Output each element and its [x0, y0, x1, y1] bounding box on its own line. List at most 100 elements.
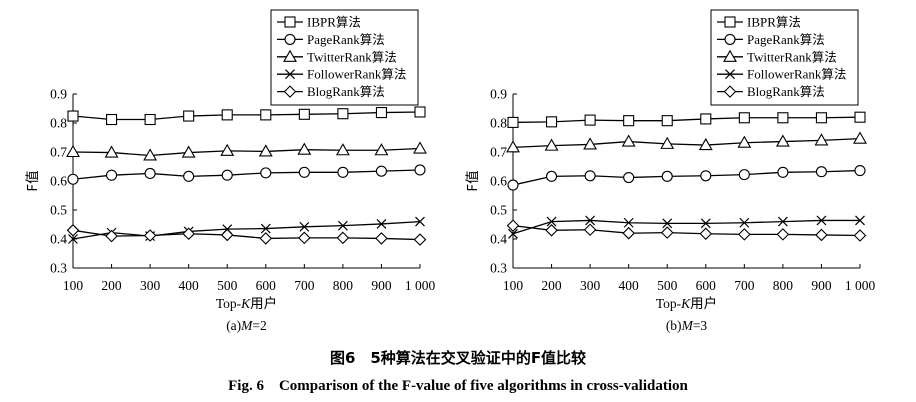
- series-line: [512, 138, 861, 149]
- data-point-triangle: [814, 133, 829, 146]
- legend-entry: PageRank算法: [717, 32, 825, 47]
- legend-label: IBPR算法: [747, 15, 801, 30]
- data-point-square: [507, 116, 519, 128]
- series-circle: [507, 165, 866, 191]
- data-point-triangle: [698, 137, 713, 151]
- data-point-circle: [777, 166, 789, 178]
- y-axis-label: F值: [465, 170, 481, 191]
- y-tick-label: 0.7: [50, 145, 67, 160]
- series-line: [72, 111, 421, 121]
- series-line: [512, 219, 860, 235]
- data-point-square: [777, 112, 789, 124]
- legend-entry: IBPR算法: [717, 15, 801, 30]
- legend-marker-diamond: [283, 85, 297, 98]
- data-point-x-stroke: [337, 220, 348, 231]
- x-tick-label: 300: [580, 278, 601, 293]
- data-point-circle: [815, 166, 827, 178]
- data-point-triangle: [335, 143, 350, 156]
- data-point-diamond: [298, 231, 311, 245]
- series-line: [72, 169, 421, 180]
- figure-caption-english: Fig. 6 Comparison of the F-value of five…: [228, 378, 688, 394]
- legend-label: TwitterRank算法: [747, 49, 837, 64]
- legend-label: PageRank算法: [747, 32, 825, 47]
- panel-label: (a)M=2: [226, 318, 267, 333]
- data-point-circle: [546, 170, 558, 182]
- x-tick-label: 900: [371, 278, 392, 293]
- data-point-x: [68, 234, 78, 244]
- data-point-diamond: [259, 232, 273, 245]
- data-point-circle: [375, 165, 387, 177]
- data-point-x-stroke: [700, 218, 711, 229]
- data-point-circle: [700, 170, 712, 182]
- x-tick-label: 200: [541, 278, 562, 293]
- legend-entry: FollowerRank算法: [717, 67, 846, 82]
- x-tick-label: 600: [256, 278, 277, 293]
- x-tick-label: 500: [657, 278, 678, 293]
- figure-caption-chinese: 图6 5种算法在交叉验证中的F值比较: [329, 349, 587, 367]
- data-point-circle: [623, 171, 635, 184]
- data-point-circle: [584, 170, 596, 182]
- data-point-diamond: [143, 229, 157, 242]
- data-point-x-stroke: [777, 216, 788, 227]
- data-point-diamond: [622, 226, 635, 240]
- legend-entry: PageRank算法: [277, 32, 385, 47]
- y-tick-label: 0.5: [490, 203, 507, 218]
- data-point-square: [375, 107, 387, 119]
- data-point-x-stroke: [415, 216, 425, 227]
- legend-label: BlogRank算法: [747, 84, 825, 99]
- data-point-circle: [183, 170, 195, 182]
- data-point-x: [662, 218, 673, 229]
- data-point-triangle: [583, 137, 598, 150]
- data-point-diamond: [738, 228, 751, 241]
- data-point-x-stroke: [68, 234, 78, 244]
- legend-label: FollowerRank算法: [307, 67, 406, 82]
- data-point-square: [623, 115, 635, 127]
- data-point-square: [854, 111, 866, 123]
- data-point-circle: [738, 169, 750, 181]
- legend-marker-diamond: [723, 85, 737, 98]
- series-line: [512, 169, 861, 186]
- legend-marker-triangle: [283, 49, 297, 62]
- y-tick-label: 0.9: [50, 87, 67, 102]
- data-point-x: [337, 220, 348, 231]
- data-point-diamond: [815, 228, 828, 242]
- data-point-square: [337, 108, 349, 120]
- data-point-x: [623, 217, 634, 228]
- series-square: [67, 106, 426, 126]
- series-line: [512, 116, 861, 124]
- data-point-square: [738, 112, 750, 124]
- series-triangle: [66, 141, 427, 161]
- data-point-circle: [507, 179, 519, 191]
- data-point-triangle: [544, 138, 559, 151]
- data-point-diamond: [506, 219, 520, 232]
- data-point-diamond: [182, 227, 195, 241]
- y-tick-label: 0.6: [490, 174, 507, 189]
- y-tick-label: 0.8: [50, 116, 67, 131]
- legend: IBPR算法 PageRank算法 TwitterRank算法 FollowerRan…: [710, 9, 859, 106]
- legend-entry: IBPR算法: [277, 15, 361, 30]
- legend-marker-square: [284, 16, 296, 28]
- data-point-x-stroke: [546, 216, 557, 227]
- x-tick-label: 600: [696, 278, 717, 293]
- data-point-x-stroke: [299, 221, 310, 232]
- x-tick-label: 400: [619, 278, 640, 293]
- data-point-x: [260, 223, 271, 234]
- series-line: [72, 147, 421, 157]
- y-tick-label: 0.7: [490, 145, 507, 160]
- legend-marker-square: [724, 16, 736, 28]
- data-point-diamond: [545, 224, 558, 237]
- data-point-circle: [144, 167, 156, 180]
- series-line: [72, 220, 421, 240]
- data-point-circle: [854, 165, 866, 177]
- data-point-square: [584, 114, 596, 126]
- legend-label: IBPR算法: [307, 15, 361, 30]
- data-point-triangle: [737, 135, 752, 148]
- y-tick-label: 0.4: [490, 232, 507, 247]
- y-tick-label: 0.3: [50, 261, 67, 276]
- data-point-diamond: [105, 229, 118, 243]
- x-tick-label: 900: [811, 278, 832, 293]
- legend-entry: TwitterRank算法: [717, 49, 837, 64]
- legend-marker-circle: [284, 33, 296, 45]
- data-point-x: [508, 228, 518, 239]
- data-point-circle: [337, 166, 349, 178]
